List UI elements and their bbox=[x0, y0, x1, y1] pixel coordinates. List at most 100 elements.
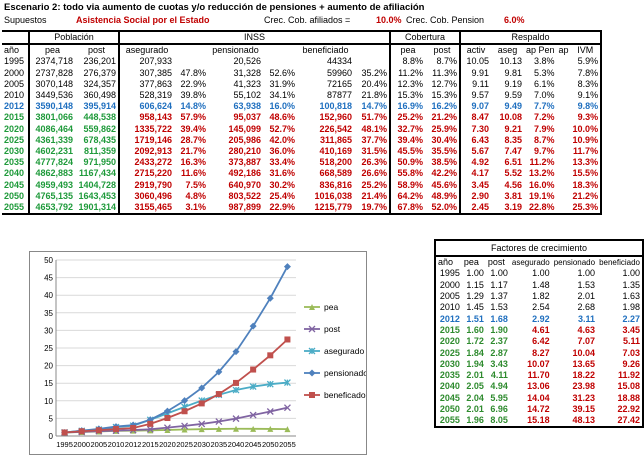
point-beneficado bbox=[78, 428, 85, 435]
table-cell: 15.5% bbox=[570, 168, 603, 180]
table-cell: 48.6% bbox=[269, 112, 295, 123]
table-cell: 10.9% bbox=[570, 134, 603, 146]
factores-cell: 2010 bbox=[439, 302, 460, 313]
factores-cell: 4.63 bbox=[577, 324, 596, 335]
point-beneficado bbox=[250, 366, 257, 373]
table-cell: 971,950 bbox=[83, 157, 116, 168]
table-cell: 14.7% bbox=[361, 101, 387, 112]
crec-afiliados-value: 10.0% bbox=[376, 15, 402, 25]
table-cell: 8.47 bbox=[459, 112, 491, 124]
table-cell: 2.45 bbox=[459, 201, 491, 216]
table-cell bbox=[557, 68, 571, 79]
table-row: 2050 4765,135 1643,453 3060,496 4.8% 803,522 2… bbox=[2, 190, 603, 202]
table-cell: 52.6% bbox=[269, 67, 295, 78]
factores-cell: 2035 bbox=[439, 370, 460, 381]
table-cell: 26.6% bbox=[361, 168, 387, 179]
table-cell: 7.7% bbox=[534, 101, 555, 112]
factores-cell: 2005 bbox=[439, 291, 460, 302]
table-cell: 39.8% bbox=[180, 90, 206, 101]
factores-col-header-4: pensionado bbox=[553, 258, 596, 268]
table-cell: 72165 bbox=[326, 78, 352, 89]
point-beneficado bbox=[164, 415, 171, 422]
table-cell bbox=[557, 124, 571, 135]
factores-cell: 13.65 bbox=[572, 358, 596, 369]
table-cell: 492,186 bbox=[228, 168, 261, 179]
table-cell: 21.4% bbox=[361, 190, 387, 201]
y-tick-label: 5 bbox=[49, 414, 54, 423]
table-cell: 45.6% bbox=[431, 179, 457, 190]
table-cell: 12.3% bbox=[389, 78, 425, 90]
table-cell: 4.92 bbox=[459, 157, 491, 169]
table-cell: 9.11 bbox=[459, 78, 491, 90]
x-tick-label: 2040 bbox=[228, 440, 245, 449]
table-cell: 16.2% bbox=[431, 101, 457, 112]
table-cell: 4959,493 bbox=[28, 179, 75, 191]
table-cell: 9.81 bbox=[504, 67, 522, 78]
table-cell: 1643,453 bbox=[78, 190, 116, 201]
y-tick-label: 15 bbox=[44, 379, 53, 388]
table-cell: 8.3% bbox=[570, 78, 603, 90]
point-beneficado bbox=[147, 420, 154, 427]
legend-label-beneficado: beneficado bbox=[324, 390, 366, 400]
table-cell: 87877 bbox=[326, 90, 352, 101]
page-title: Escenario 2: todo via aumento de cuotas … bbox=[4, 2, 425, 13]
table-cell: 3060,496 bbox=[118, 190, 174, 202]
table-cell: 2092,913 bbox=[118, 145, 174, 158]
table-cell: 9.07 bbox=[459, 101, 491, 113]
table-cell: 95,037 bbox=[233, 112, 261, 123]
table-cell: 1404,728 bbox=[78, 179, 116, 190]
point-pensionado bbox=[163, 407, 171, 415]
table-cell: 2020 bbox=[4, 123, 25, 134]
table-cell: 6.51 bbox=[504, 157, 522, 168]
factores-title-row: Factores de crecimiento bbox=[435, 240, 643, 257]
table-cell: 236,201 bbox=[83, 56, 116, 67]
factores-cell: 8.05 bbox=[490, 415, 508, 426]
factores-table: Factores de crecimiento año pea post asegur… bbox=[434, 239, 644, 429]
factores-cell: 1.98 bbox=[622, 302, 640, 313]
table-cell: 25.2% bbox=[389, 112, 425, 124]
table-cell: 11.2% bbox=[389, 67, 425, 79]
table-cell bbox=[557, 112, 571, 123]
factores-cell: 31.23 bbox=[572, 392, 596, 403]
table-cell: 8.8% bbox=[389, 56, 425, 68]
factores-cell: 1.53 bbox=[577, 279, 596, 290]
point-post bbox=[283, 404, 291, 412]
factores-cell: 1.17 bbox=[490, 279, 508, 290]
table-cell: 207,933 bbox=[118, 56, 174, 68]
table-row: 2005 3070,148 324,357 377,863 22.9% 41,323 31.… bbox=[2, 78, 603, 90]
point-pea bbox=[147, 427, 154, 434]
factores-cell: 2015 bbox=[439, 324, 460, 335]
table-cell: 2055 bbox=[2, 201, 29, 216]
factores-cell: 1.82 bbox=[532, 291, 550, 302]
table-cell: 31.9% bbox=[269, 78, 295, 89]
factores-cell: 18.22 bbox=[572, 370, 596, 381]
table-cell: 63,938 bbox=[233, 101, 261, 112]
table-cell: 559,862 bbox=[83, 123, 116, 134]
point-beneficado bbox=[181, 408, 188, 415]
factores-cell: 7.03 bbox=[622, 347, 640, 358]
factores-cell: 14.72 bbox=[527, 404, 550, 414]
table-cell: 2010 bbox=[4, 90, 25, 101]
factores-cell: 2.92 bbox=[532, 313, 550, 324]
table-cell bbox=[557, 146, 571, 157]
point-beneficado bbox=[233, 379, 239, 386]
table-cell: 226,542 bbox=[319, 123, 352, 134]
table-cell: 64.2% bbox=[389, 190, 425, 202]
factores-cell: 14.04 bbox=[527, 392, 550, 403]
x-tick-label: 2015 bbox=[142, 440, 159, 449]
factores-cell: 1.68 bbox=[490, 313, 508, 324]
point-asegurado bbox=[249, 383, 257, 391]
table-row: 2015 3801,066 448,538 958,143 57.9% 95,037 48.… bbox=[2, 112, 603, 124]
factores-cell: 2.68 bbox=[577, 302, 596, 313]
point-pensionado bbox=[266, 294, 274, 302]
factores-cell: 2040 bbox=[439, 381, 460, 392]
point-post bbox=[266, 408, 274, 415]
table-cell: 4086,464 bbox=[28, 123, 75, 135]
table-cell: 2005 bbox=[4, 78, 25, 89]
factores-cell: 1.84 bbox=[466, 347, 484, 358]
point-post bbox=[232, 415, 240, 423]
table-cell: 5.3% bbox=[534, 67, 555, 78]
table-cell: 4.17 bbox=[459, 168, 491, 180]
table-cell: 678,435 bbox=[83, 134, 116, 145]
table-cell: 39.4% bbox=[389, 134, 425, 146]
